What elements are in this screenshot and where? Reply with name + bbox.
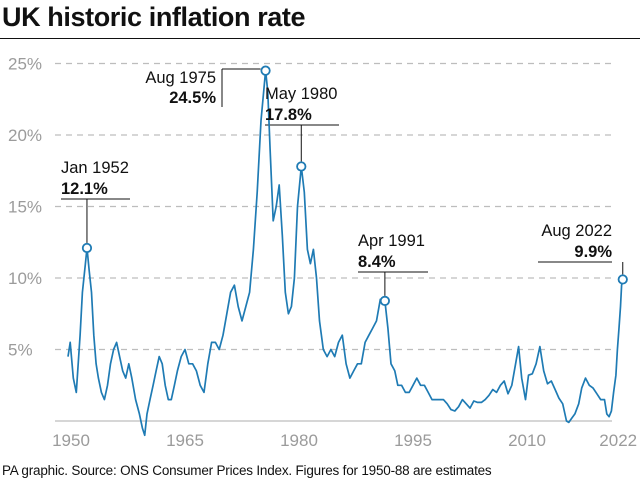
peak-marker: [81, 242, 93, 254]
annotation-value: 9.9%: [574, 243, 612, 261]
x-tick-label: 2022: [599, 431, 637, 450]
gridlines: [55, 62, 612, 422]
annotation-value: 8.4%: [358, 253, 396, 271]
inflation-line-chart: 5%10%15%20%25% 1950 1965 1980 1995 2010 2022 …: [8, 55, 637, 451]
x-tick-label: 2010: [508, 431, 546, 450]
y-tick-label: 20%: [8, 126, 42, 145]
y-tick-label: 15%: [8, 198, 42, 217]
x-tick-label: 1980: [280, 431, 318, 450]
annotation-date: Jan 1952: [61, 159, 129, 177]
peak-marker: [617, 274, 628, 285]
annotation-date: Aug 1975: [145, 69, 216, 87]
peak-marker: [296, 161, 307, 172]
annotation-date: May 1980: [265, 85, 337, 103]
chart-title: UK historic inflation rate: [2, 2, 306, 32]
annotation-value: 24.5%: [169, 89, 216, 107]
y-axis-ticks: 5% 10% 15% 20% 25%: [8, 55, 42, 360]
x-axis-ticks: 1950 1965 1980 1995 2010 2022: [52, 431, 637, 450]
annotation-date: Aug 2022: [541, 222, 612, 240]
annotation-value: 12.1%: [61, 180, 108, 198]
y-tick-label: 5%: [8, 341, 33, 360]
inflation-series-line: [67, 69, 624, 437]
x-tick-label: 1965: [166, 431, 204, 450]
annotations: Jan 1952 12.1% Aug 1975 24.5% May 1980 17.8% A…: [61, 69, 612, 271]
x-tick-label: 1995: [394, 431, 432, 450]
title-divider: [0, 38, 640, 39]
y-tick-label: 25%: [8, 55, 42, 74]
peak-markers: [81, 65, 628, 306]
peak-marker: [379, 295, 390, 306]
annotation-date: Apr 1991: [358, 232, 425, 250]
annotation-leaders: [61, 68, 624, 296]
annotation-value: 17.8%: [265, 106, 312, 124]
y-tick-label: 10%: [8, 269, 42, 288]
x-tick-label: 1950: [52, 431, 90, 450]
peak-marker: [260, 65, 271, 76]
source-note: PA graphic. Source: ONS Consumer Prices …: [2, 463, 492, 478]
